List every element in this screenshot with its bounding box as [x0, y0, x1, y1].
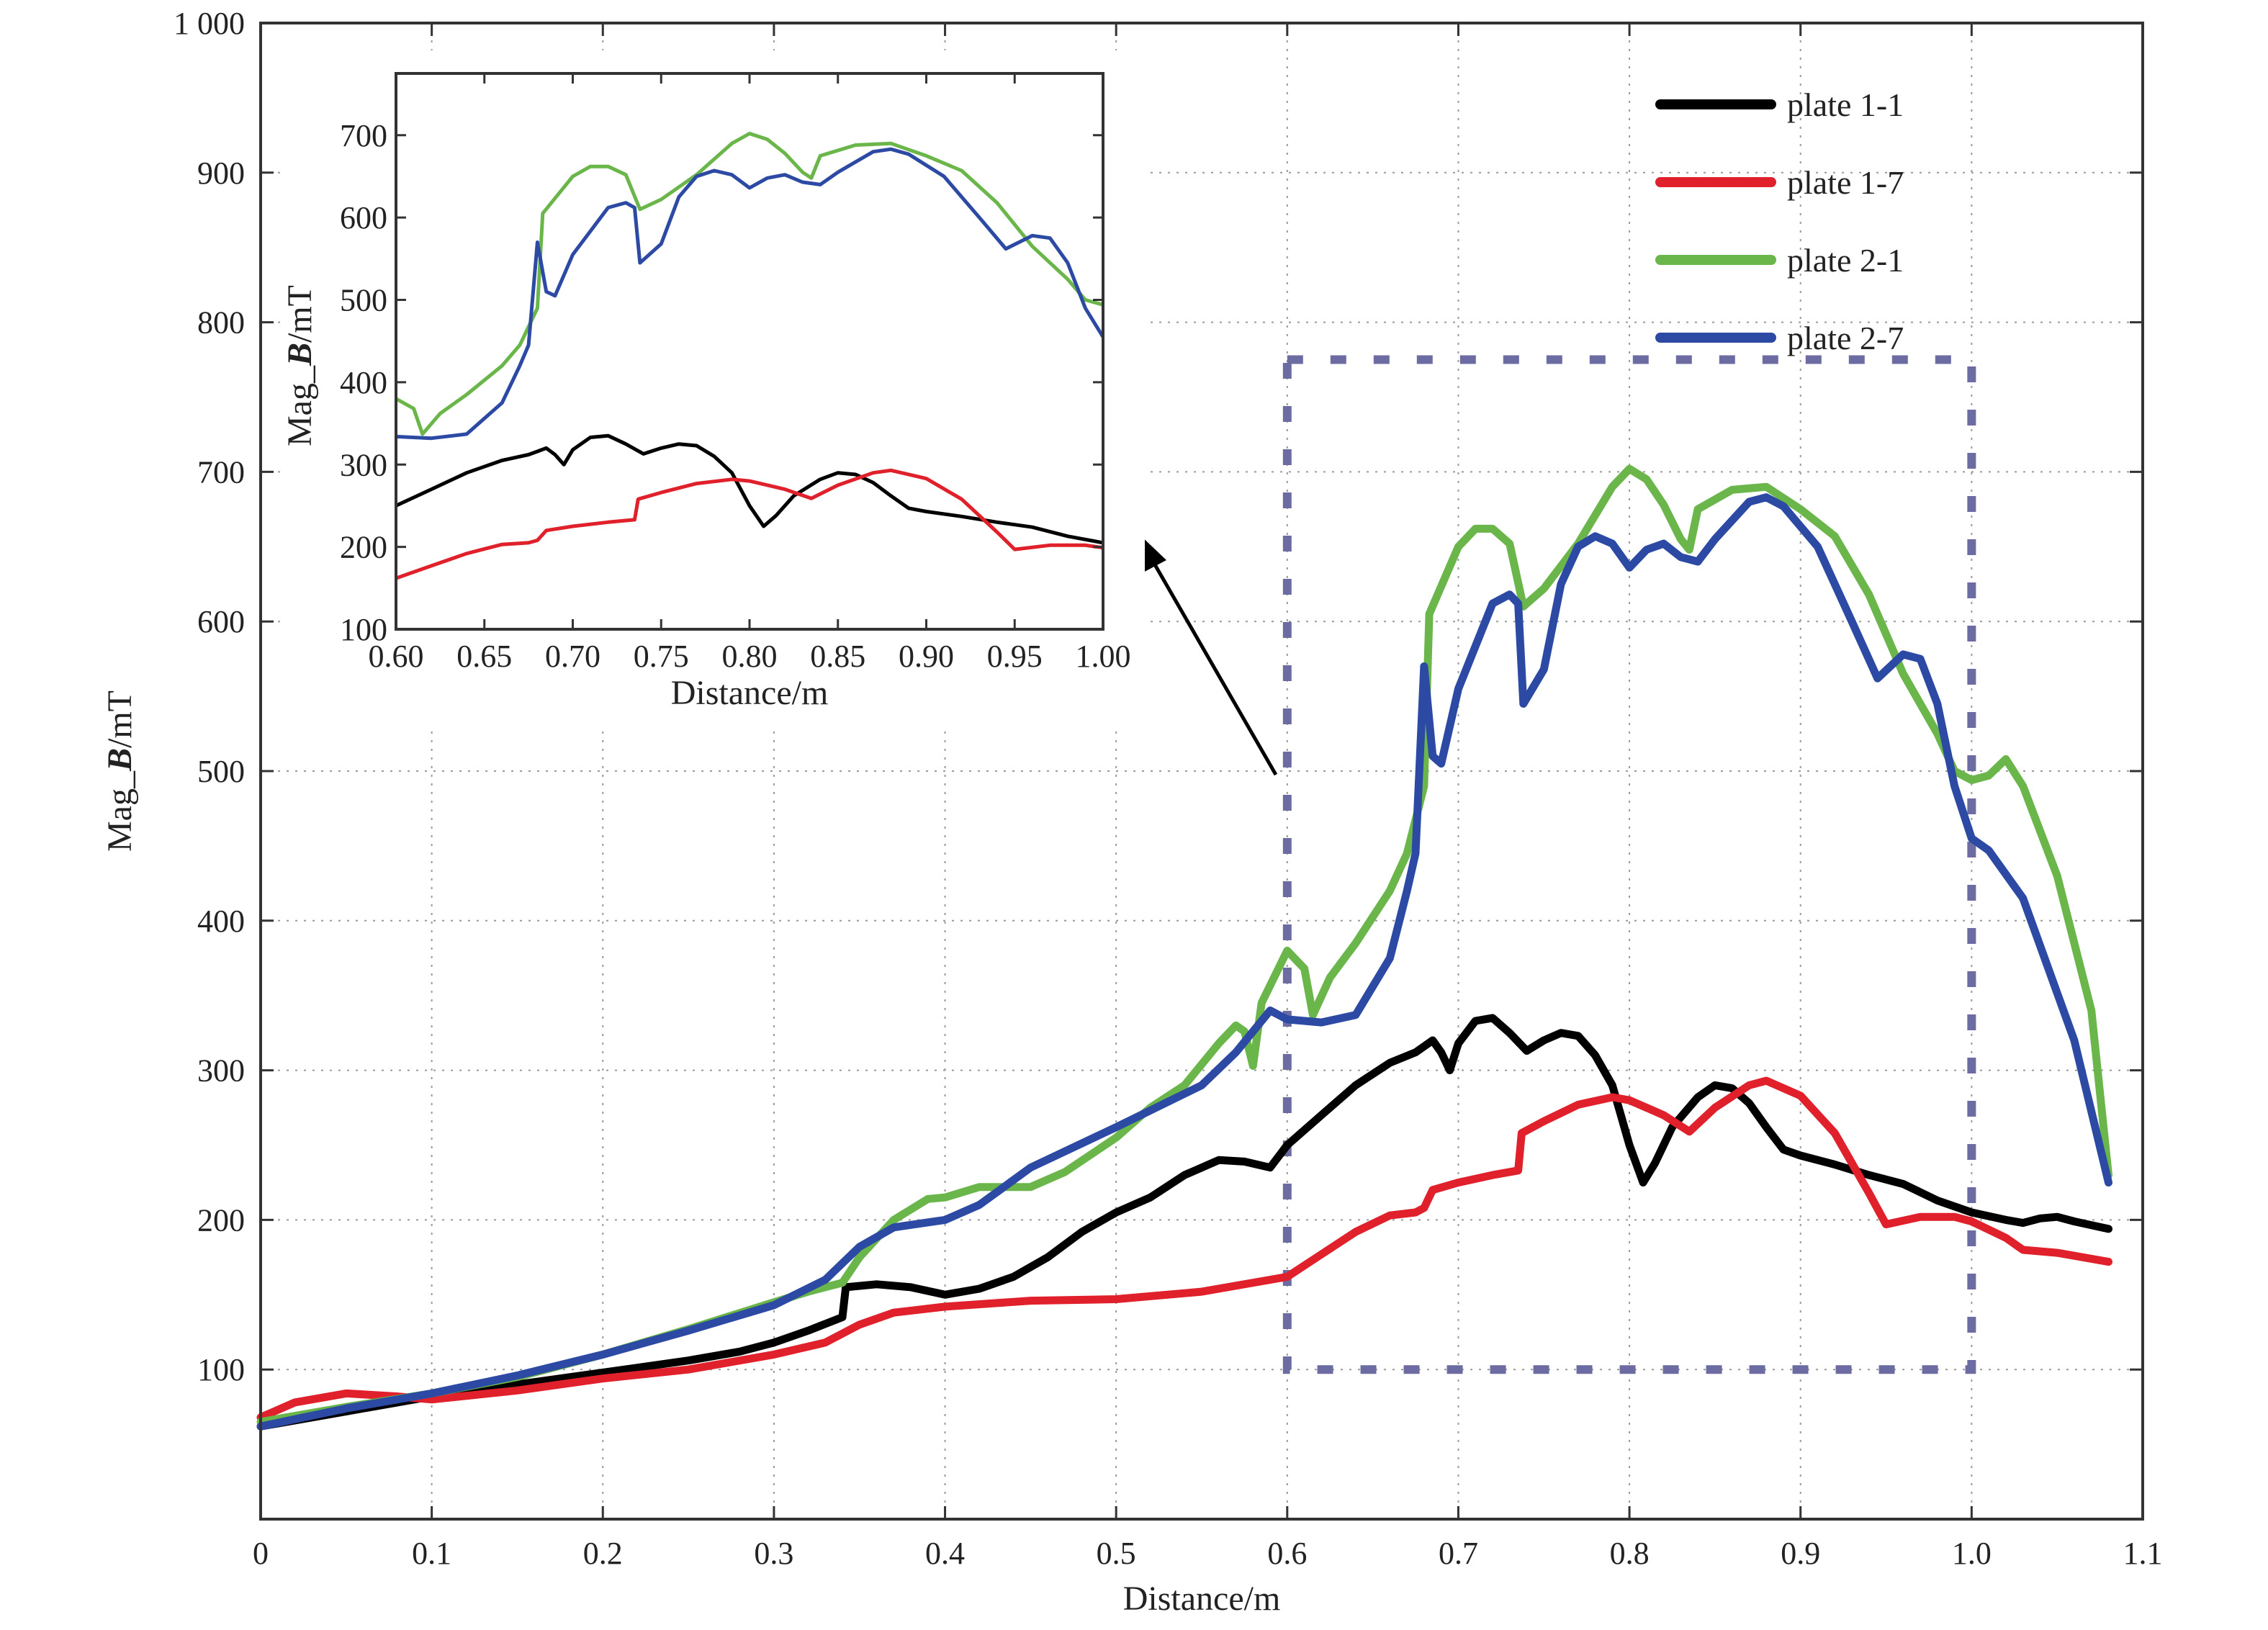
main-y-tick-label: 300 — [197, 1053, 245, 1089]
zoom-box-outline — [1282, 355, 1976, 1374]
inset-x-tick-label: 0.95 — [987, 639, 1043, 674]
zoom-indicator-box — [1282, 355, 1976, 1374]
main-x-tick-label: 0.6 — [1267, 1536, 1307, 1571]
inset-ticks: 0.60 0.65 0.70 0.75 0.80 0.85 0.90 0.95 1.00 100 2… — [340, 73, 1131, 674]
legend-label-plate-1-7: plate 1-7 — [1787, 164, 1904, 201]
main-y-tick-label: 600 — [197, 604, 245, 639]
series-line-plate-1-7 — [256, 1076, 2112, 1422]
main-x-tick-label: 0.5 — [1097, 1536, 1136, 1571]
inset-x-tick-label: 1.00 — [1076, 639, 1131, 674]
legend-label-plate-2-1: plate 2-1 — [1787, 242, 1904, 279]
main-x-tick-label: 0.4 — [925, 1536, 965, 1571]
inset-y-axis-title-symbol: B — [281, 343, 319, 366]
main-x-tick-label: 0.9 — [1781, 1536, 1820, 1571]
inset-x-axis-title: Distance/m — [671, 674, 829, 712]
main-x-tick-label: 0.8 — [1610, 1536, 1650, 1571]
zoom-arrow-shaft — [1143, 546, 1278, 776]
inset-series-group — [396, 132, 1103, 580]
inset-y-tick-label: 100 — [340, 612, 387, 647]
main-y-tick-label: 1 000 — [174, 6, 245, 41]
inset-x-tick-label: 0.75 — [634, 639, 689, 674]
main-ticks: 0 0.1 0.2 0.3 0.4 0.5 0.6 0.7 0.8 0.9 1.0 1.1 100 200… — [174, 6, 2163, 1571]
main-x-tick-label: 0.2 — [583, 1536, 623, 1571]
legend-label-plate-2-7: plate 2-7 — [1787, 320, 1904, 356]
main-y-axis-title: Mag_B/mT — [101, 690, 139, 852]
series-line-plate-2-7 — [256, 493, 2112, 1431]
main-x-tick-label: 1.1 — [2123, 1536, 2163, 1571]
main-y-tick-label: 700 — [197, 454, 245, 490]
inset-y-axis-title-unit: /mT — [281, 285, 319, 343]
main-x-axis-title: Distance/m — [1123, 1580, 1281, 1618]
main-series-group — [256, 464, 2112, 1431]
main-y-axis-title-prefix: Mag_ — [101, 770, 139, 852]
inset-series-clip — [396, 132, 1103, 580]
main-y-axis-title-symbol: B — [101, 748, 139, 772]
main-x-tick-label: 1.0 — [1952, 1536, 1992, 1571]
main-y-tick-label: 800 — [197, 305, 245, 341]
series-line-plate-1-1 — [256, 1014, 2112, 1431]
inset-x-tick-label: 0.60 — [369, 639, 424, 674]
inset-y-tick-label: 500 — [340, 283, 387, 318]
main-x-tick-label: 0.3 — [754, 1536, 793, 1571]
inset-chart: 0.60 0.65 0.70 0.75 0.80 0.85 0.90 0.95 1.00 100 2… — [281, 50, 1145, 727]
main-y-tick-label: 200 — [197, 1202, 245, 1238]
inset-x-tick-label: 0.90 — [899, 639, 954, 674]
main-y-tick-label: 400 — [197, 904, 245, 939]
main-x-tick-label: 0.1 — [412, 1536, 451, 1571]
main-x-tick-label: 0 — [253, 1536, 269, 1571]
inset-y-axis-title-prefix: Mag_ — [281, 365, 319, 446]
inset-series-line-plate-1-7 — [396, 468, 1103, 580]
main-y-tick-label: 900 — [197, 156, 245, 191]
inset-x-tick-label: 0.85 — [810, 639, 865, 674]
inset-x-tick-label: 0.65 — [456, 639, 512, 674]
main-y-tick-label: 500 — [197, 754, 245, 789]
inset-series-line-plate-2-7 — [396, 147, 1103, 441]
zoom-arrow — [1136, 531, 1278, 776]
inset-y-tick-label: 700 — [340, 118, 387, 153]
legend: plate 1-1 plate 1-7 plate 2-1 plate 2-7 — [1655, 86, 1904, 356]
inset-series-line-plate-2-1 — [396, 132, 1103, 436]
legend-label-plate-1-1: plate 1-1 — [1787, 86, 1904, 123]
inset-y-axis-title: Mag_B/mT — [281, 285, 319, 446]
inset-y-tick-label: 200 — [340, 530, 387, 565]
inset-x-tick-label: 0.70 — [545, 639, 600, 674]
inset-y-tick-label: 400 — [340, 365, 387, 400]
inset-y-tick-label: 300 — [340, 447, 387, 482]
main-y-tick-label: 100 — [197, 1352, 245, 1387]
inset-x-tick-label: 0.80 — [722, 639, 778, 674]
inset-background — [281, 50, 1145, 727]
main-x-tick-label: 0.7 — [1439, 1536, 1478, 1571]
inset-series-line-plate-1-1 — [396, 433, 1103, 545]
inset-y-tick-label: 600 — [340, 200, 387, 235]
main-y-axis-title-unit: /mT — [101, 690, 139, 748]
